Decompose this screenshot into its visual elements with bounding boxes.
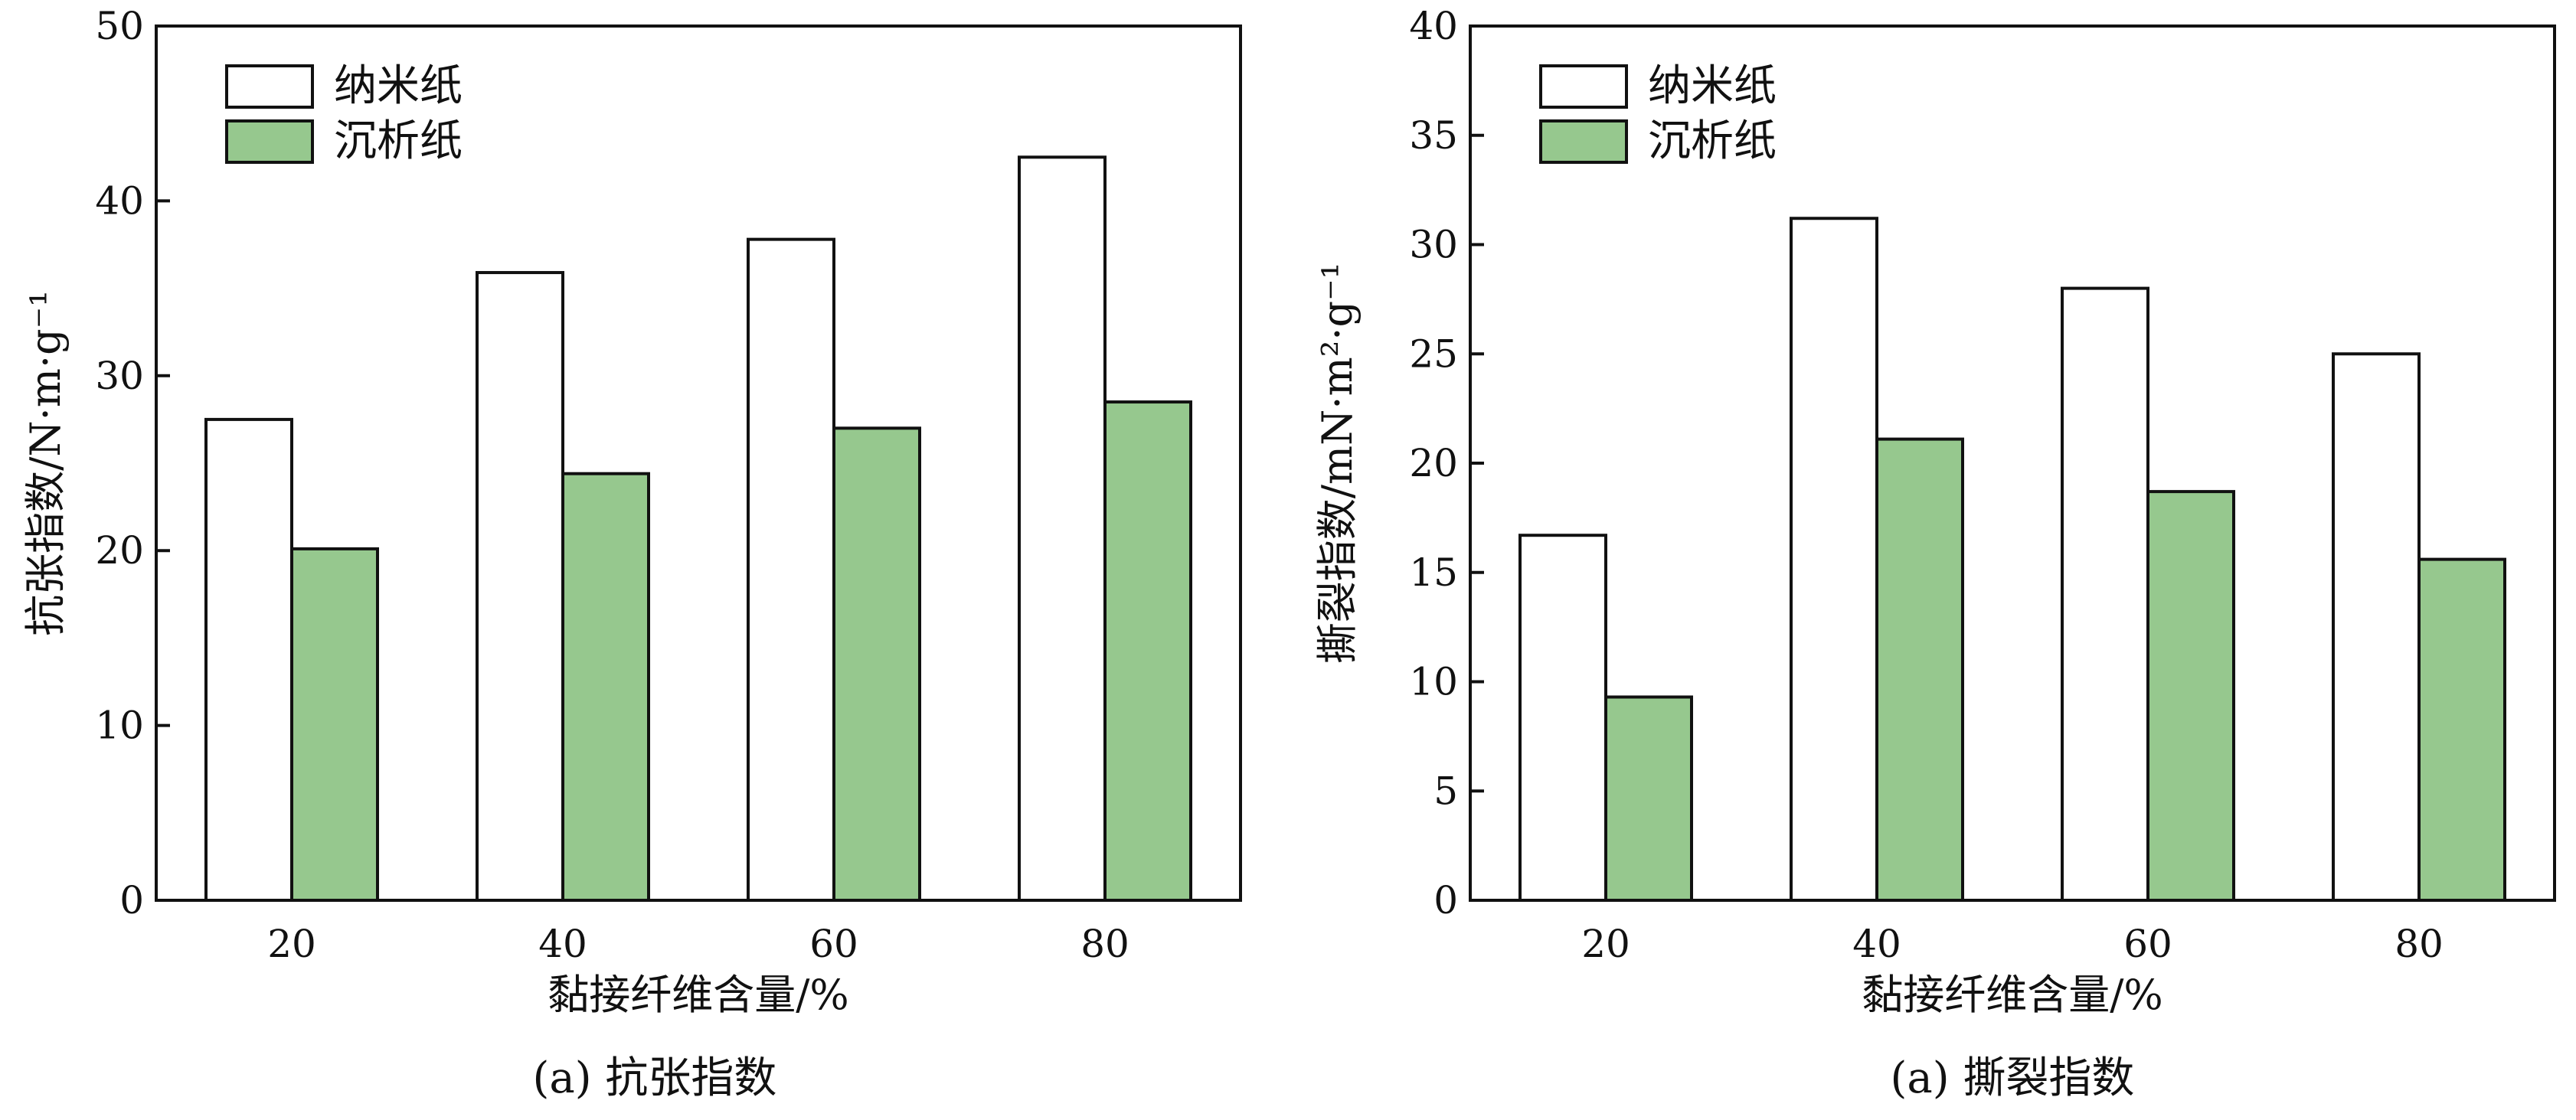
bar-precipitated-paper <box>2417 557 2506 902</box>
y-tick-label: 10 <box>1409 660 1458 704</box>
y-tick-label: 30 <box>1409 223 1458 267</box>
bar-nano-paper <box>2061 286 2149 903</box>
bar-precipitated-paper <box>832 426 921 902</box>
chart-caption: (a) 撕裂指数 <box>1891 1053 2135 1103</box>
y-axis-ticks: 0 10 20 30 40 50 <box>95 4 170 922</box>
bar-precipitated-paper <box>1103 400 1192 902</box>
bar-group <box>204 155 1192 903</box>
y-tick-label: 40 <box>1409 4 1458 48</box>
x-tick-label: 80 <box>2395 922 2444 966</box>
legend-swatch <box>225 119 314 164</box>
y-tick-label: 35 <box>1409 113 1458 158</box>
x-axis-title: 黏接纤维含量/% <box>548 971 849 1019</box>
legend-swatch <box>1539 119 1628 164</box>
y-tick-label: 30 <box>95 354 144 398</box>
x-axis-ticks: 20 40 60 80 <box>267 887 1129 966</box>
y-tick-label: 5 <box>1433 769 1458 813</box>
bar-nano-paper <box>2332 352 2421 902</box>
x-tick-label: 40 <box>538 922 587 966</box>
y-axis-title: 撕裂指数/mN·m²·g⁻¹ <box>1313 263 1362 664</box>
bar-group <box>1518 217 2506 903</box>
bar-nano-paper <box>1018 155 1107 903</box>
legend-label: 沉析纸 <box>1648 116 1777 166</box>
y-tick-label: 0 <box>119 878 144 922</box>
y-tick-label: 20 <box>95 528 144 573</box>
x-tick-label: 40 <box>1852 922 1901 966</box>
legend-label: 纳米纸 <box>1648 61 1777 111</box>
y-axis-title: 抗张指数/N·m·g⁻¹ <box>21 290 70 636</box>
y-tick-label: 50 <box>95 4 144 48</box>
legend-label: 纳米纸 <box>334 61 463 111</box>
bar-precipitated-paper <box>561 472 650 902</box>
bar-precipitated-paper <box>290 547 379 903</box>
x-axis-title: 黏接纤维含量/% <box>1862 971 2163 1019</box>
x-tick-label: 20 <box>1581 922 1630 966</box>
y-axis-ticks: 0 5 10 15 20 25 30 35 40 <box>1409 4 1484 922</box>
bar-nano-paper <box>747 237 835 902</box>
x-axis-ticks: 20 40 60 80 <box>1581 887 2444 966</box>
bar-precipitated-paper <box>2146 490 2235 902</box>
bar-nano-paper <box>1518 534 1607 903</box>
x-tick-label: 80 <box>1080 922 1129 966</box>
legend-swatch <box>1539 64 1628 109</box>
x-tick-label: 60 <box>809 922 858 966</box>
y-tick-label: 10 <box>95 704 144 748</box>
x-tick-label: 20 <box>267 922 316 966</box>
bar-nano-paper <box>476 271 564 902</box>
bar-nano-paper <box>204 417 293 902</box>
bar-precipitated-paper <box>1604 695 1693 902</box>
legend-label: 沉析纸 <box>334 116 463 166</box>
y-tick-label: 40 <box>95 178 144 223</box>
legend-swatch <box>225 64 314 109</box>
y-tick-label: 20 <box>1409 441 1458 485</box>
x-tick-label: 60 <box>2123 922 2172 966</box>
y-tick-label: 0 <box>1433 878 1458 922</box>
bar-nano-paper <box>1790 217 1878 902</box>
chart-caption: (a) 抗张指数 <box>533 1053 777 1103</box>
bar-precipitated-paper <box>1875 437 1964 902</box>
y-tick-label: 15 <box>1409 550 1458 595</box>
plot-frame <box>155 24 1242 902</box>
y-tick-label: 25 <box>1409 331 1458 376</box>
